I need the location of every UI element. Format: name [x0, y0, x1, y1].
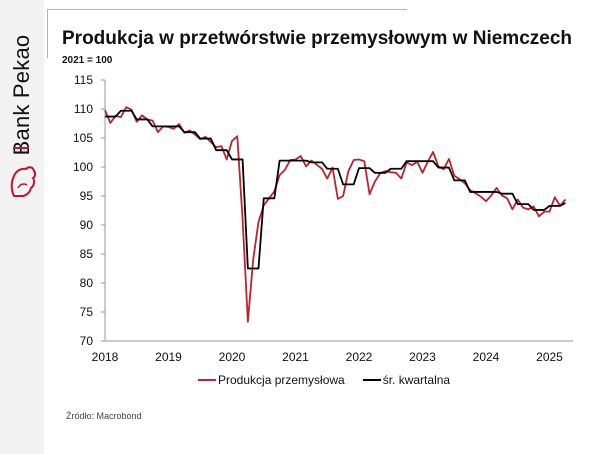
x-tick-label: 2021	[282, 350, 309, 364]
legend-swatch-red-icon	[198, 379, 216, 381]
source-note: Źródło: Macrobond	[66, 411, 142, 421]
x-tick-label: 2018	[92, 350, 119, 364]
series-production-line	[104, 106, 567, 323]
legend-swatch-black-icon	[362, 379, 381, 381]
pekao-bison-logo-icon	[10, 166, 37, 197]
y-tick-label: 75	[80, 305, 94, 319]
x-tick-label: 2019	[155, 350, 182, 364]
y-tick-label: 80	[80, 276, 94, 290]
legend-item-quarterly: śr. kwartalna	[362, 373, 451, 387]
y-tick-label: 70	[80, 334, 94, 348]
y-tick-label: 95	[80, 189, 94, 203]
y-tick-label: 85	[80, 247, 94, 261]
x-tick-label: 2025	[536, 350, 563, 364]
chart-subtitle: 2021 = 100	[62, 55, 113, 66]
chart-title: Produkcja w przetwórstwie przemysłowym w…	[62, 28, 572, 49]
x-tick-label: 2020	[219, 350, 246, 364]
series-quarterly-line	[105, 109, 566, 270]
y-tick-label: 110	[74, 102, 93, 116]
sidebar: Bank Pekao	[0, 0, 44, 454]
legend-label-quarterly: śr. kwartalna	[382, 373, 451, 387]
legend-label-production: Produkcja przemysłowa	[218, 373, 345, 387]
chart-legend: Produkcja przemysłowa śr. kwartalna	[198, 373, 450, 387]
y-tick-label: 90	[80, 218, 94, 232]
y-tick-label: 115	[74, 73, 93, 87]
x-tick-label: 2022	[346, 350, 373, 364]
title-frame	[47, 9, 407, 58]
x-tick-label: 2023	[409, 350, 436, 364]
y-tick-label: 105	[73, 131, 93, 145]
y-tick-label: 100	[73, 160, 93, 174]
brand-divider	[13, 147, 29, 149]
legend-item-production: Produkcja przemysłowa	[198, 373, 345, 387]
x-tick-label: 2024	[473, 350, 500, 364]
